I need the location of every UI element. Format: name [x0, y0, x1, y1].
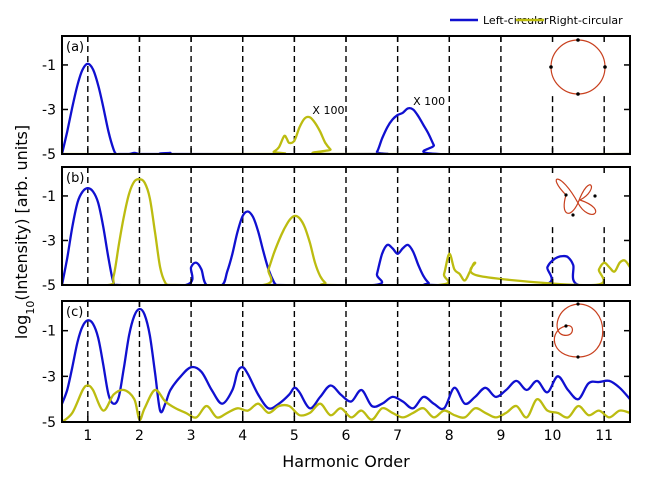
x-tick-label: 4	[238, 428, 247, 444]
series-line-left-circular	[62, 187, 630, 285]
x-tick-label: 9	[496, 428, 505, 444]
series-line-right-circular	[62, 384, 630, 422]
y-tick-label: -1	[42, 324, 56, 340]
legend-label-left-circular: Left-circular	[483, 14, 549, 27]
y-tick-label: -3	[42, 102, 56, 118]
y-tick-label: -3	[42, 369, 56, 385]
panel-label: (c)	[66, 305, 83, 320]
x-tick-label: 3	[187, 428, 196, 444]
x-tick-label: 11	[595, 428, 613, 444]
x-tick-label: 6	[342, 428, 351, 444]
panel-label: (a)	[66, 40, 84, 55]
x-tick-label: 7	[393, 428, 402, 444]
panel-label: (b)	[66, 171, 84, 186]
series-line-right-circular	[62, 115, 630, 154]
annotation-label: X 100	[312, 104, 344, 117]
series-group	[62, 178, 630, 285]
panel-a: -1 -3 -5 (a) X 100 X 100	[42, 35, 631, 163]
legend: Left-circular Right-circular	[450, 14, 623, 27]
series-group	[62, 307, 630, 422]
x-tick-label: 5	[290, 428, 299, 444]
x-tick-label: 1	[83, 428, 92, 444]
legend-label-right-circular: Right-circular	[549, 14, 623, 27]
y-tick-label: -1	[42, 189, 56, 205]
x-tick-label: 2	[135, 428, 144, 444]
y-axis-title: log10(Intensity) [arb. units]	[12, 125, 37, 339]
annotation-label: X 100	[413, 95, 445, 108]
y-tick-label: -3	[42, 233, 56, 249]
x-tick-label: 10	[544, 428, 562, 444]
panel-c: -1 -3 -5 (c)	[42, 300, 631, 431]
x-axis-title: Harmonic Order	[282, 452, 410, 471]
inset-circle-icon	[549, 38, 607, 96]
y-tick-label: -5	[42, 415, 56, 431]
y-tick-label: -1	[42, 58, 56, 74]
y-tick-label: -5	[42, 147, 56, 163]
inset-trefoil-icon	[555, 178, 597, 217]
x-tick-label: 8	[445, 428, 454, 444]
series-line-right-circular	[62, 178, 630, 285]
inset-limacon-icon	[553, 302, 604, 359]
y-tick-label: -5	[42, 278, 56, 294]
panel-b: -1 -3 -5 (b)	[42, 166, 631, 294]
